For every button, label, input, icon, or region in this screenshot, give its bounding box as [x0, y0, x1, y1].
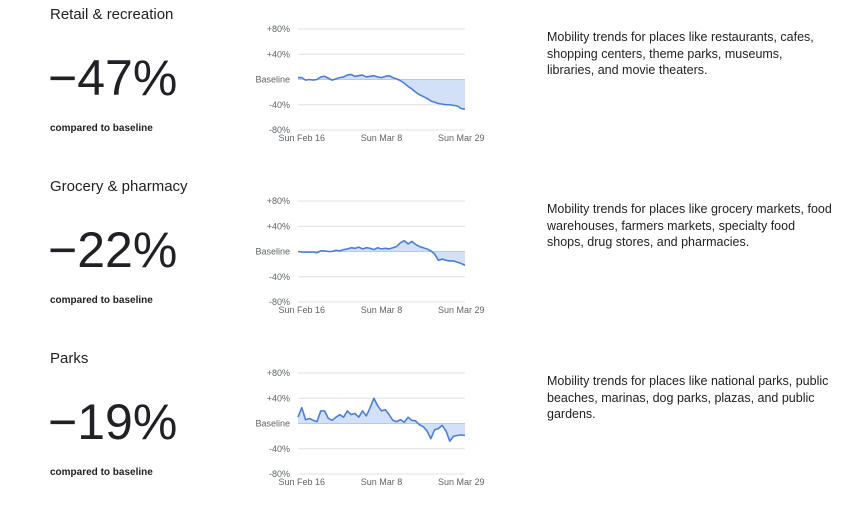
y-tick-label: -80% — [269, 469, 290, 479]
section-description: Mobility trends for places like national… — [547, 374, 829, 421]
section-title: Parks — [50, 350, 89, 367]
section-description: Mobility trends for places like restaura… — [547, 30, 814, 77]
retail-section: Retail & recreation −47% compared to bas… — [0, 0, 850, 172]
y-tick-label: -80% — [269, 125, 290, 135]
y-tick-label: +40% — [267, 393, 290, 403]
y-tick-label: Baseline — [255, 75, 290, 85]
percent-change: −19% — [48, 394, 178, 450]
grocery-section: Grocery & pharmacy −22% compared to base… — [0, 172, 850, 344]
x-tick-label: Sun Feb 16 — [279, 305, 326, 315]
x-tick-label: Sun Mar 29 — [438, 305, 485, 315]
compared-label: compared to baseline — [50, 123, 153, 134]
mobility-chart: +80% +40% Baseline -40% -80% Sun Feb 16 Sun Ma… — [240, 362, 500, 494]
y-tick-label: +40% — [267, 221, 290, 231]
y-tick-label: -40% — [269, 272, 290, 282]
percent-change: −47% — [48, 50, 178, 106]
series-line — [298, 73, 466, 110]
series-area — [298, 74, 465, 110]
y-tick-label: +80% — [267, 196, 290, 206]
section-title: Retail & recreation — [50, 6, 174, 23]
y-tick-label: Baseline — [255, 419, 290, 429]
series-line — [297, 239, 466, 267]
y-tick-label: -40% — [269, 100, 290, 110]
x-tick-label: Sun Mar 8 — [361, 477, 403, 487]
y-tick-label: -40% — [269, 444, 290, 454]
x-tick-label: Sun Feb 16 — [279, 133, 326, 143]
y-tick-label: Baseline — [255, 247, 290, 257]
y-tick-label: -80% — [269, 297, 290, 307]
x-tick-label: Sun Feb 16 — [279, 477, 326, 487]
x-tick-label: Sun Mar 29 — [438, 133, 485, 143]
series-area — [298, 240, 465, 266]
parks-section: Parks −19% compared to baseline +80% +40%… — [0, 344, 850, 516]
series-area — [298, 398, 465, 442]
compared-label: compared to baseline — [50, 467, 153, 478]
y-tick-label: +40% — [267, 49, 290, 59]
mobility-chart: +80% +40% Baseline -40% -80% Sun Feb 16 Sun Ma… — [240, 18, 500, 150]
compared-label: compared to baseline — [50, 295, 153, 306]
series-line — [297, 397, 466, 442]
y-tick-label: +80% — [267, 368, 290, 378]
percent-change: −22% — [48, 222, 178, 278]
section-description: Mobility trends for places like grocery … — [547, 202, 832, 249]
x-tick-label: Sun Mar 29 — [438, 477, 485, 487]
x-tick-label: Sun Mar 8 — [361, 133, 403, 143]
mobility-chart: +80% +40% Baseline -40% -80% Sun Feb 16 Sun Ma… — [240, 190, 500, 322]
section-title: Grocery & pharmacy — [50, 178, 188, 195]
y-tick-label: +80% — [267, 24, 290, 34]
x-tick-label: Sun Mar 8 — [361, 305, 403, 315]
